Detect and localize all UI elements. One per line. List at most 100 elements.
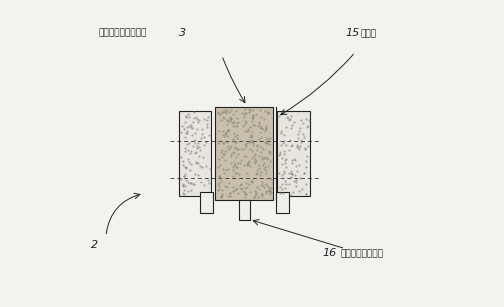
Point <box>276 150 284 154</box>
Point <box>303 124 311 129</box>
Point <box>195 145 203 150</box>
Point <box>240 113 248 118</box>
Point <box>218 188 226 192</box>
Point <box>280 151 288 156</box>
Point <box>225 119 233 123</box>
Point <box>187 161 196 166</box>
Point <box>276 151 284 156</box>
Point <box>224 127 232 132</box>
Point <box>219 133 227 138</box>
Point <box>204 178 212 183</box>
Point <box>181 172 190 177</box>
Point <box>256 130 264 135</box>
Point <box>265 188 273 193</box>
Point <box>250 153 259 158</box>
Point <box>251 157 260 161</box>
Point <box>245 182 254 187</box>
Point <box>234 191 242 196</box>
Point <box>188 126 197 131</box>
Point <box>222 168 230 173</box>
Point <box>297 137 305 142</box>
Point <box>228 188 236 193</box>
Point <box>295 146 303 151</box>
Point <box>197 147 205 152</box>
Point <box>231 133 239 138</box>
Point <box>283 114 291 119</box>
Point <box>266 188 274 193</box>
Bar <box>277 111 310 196</box>
Point <box>242 144 250 149</box>
Point <box>243 160 251 165</box>
Point <box>219 166 227 171</box>
Point <box>265 148 273 153</box>
Point <box>187 125 195 130</box>
Point <box>261 156 269 161</box>
Point <box>231 188 239 192</box>
Point <box>181 165 190 170</box>
Point <box>215 111 223 116</box>
Point <box>278 156 286 161</box>
Point <box>262 171 270 176</box>
Point <box>262 140 270 145</box>
Point <box>255 187 263 192</box>
Point <box>197 136 205 141</box>
Point <box>232 139 240 144</box>
Point <box>214 109 222 114</box>
Point <box>239 124 247 129</box>
Point <box>221 132 229 137</box>
Point <box>294 131 302 136</box>
Point <box>302 159 310 164</box>
Point <box>221 183 229 188</box>
Point <box>248 155 257 160</box>
Point <box>281 161 289 166</box>
Point <box>193 127 201 132</box>
Point <box>280 133 288 138</box>
Point <box>285 181 293 186</box>
Point <box>285 148 293 153</box>
Point <box>198 165 206 170</box>
Point <box>227 154 235 159</box>
Point <box>287 169 295 174</box>
Point <box>256 108 264 113</box>
Point <box>218 192 226 197</box>
Point <box>292 163 300 168</box>
Point <box>281 158 289 163</box>
Point <box>184 189 193 194</box>
Point <box>241 192 249 196</box>
Point <box>281 185 289 190</box>
Point <box>254 123 262 128</box>
Point <box>184 156 192 161</box>
Point <box>257 182 265 187</box>
Point <box>226 115 234 120</box>
Point <box>257 169 265 174</box>
Point <box>300 146 308 150</box>
Point <box>231 162 239 167</box>
Point <box>244 126 252 131</box>
Point <box>229 149 237 154</box>
Point <box>182 130 191 135</box>
Point <box>264 164 272 169</box>
Point <box>183 142 192 146</box>
Point <box>290 157 298 161</box>
Point <box>186 168 194 173</box>
Point <box>287 170 295 175</box>
Point <box>303 153 311 158</box>
Point <box>219 140 227 145</box>
Point <box>267 189 275 194</box>
Point <box>179 174 187 179</box>
Point <box>247 119 256 123</box>
Point <box>233 165 241 170</box>
Point <box>216 112 224 117</box>
Point <box>298 186 306 191</box>
Point <box>247 138 256 143</box>
Point <box>196 164 204 169</box>
Point <box>260 185 268 190</box>
Point <box>242 180 250 185</box>
Point <box>266 149 274 154</box>
Point <box>246 133 255 138</box>
Point <box>233 147 241 152</box>
Point <box>223 118 231 123</box>
Point <box>259 162 267 167</box>
Point <box>230 119 238 124</box>
Point <box>226 146 234 151</box>
